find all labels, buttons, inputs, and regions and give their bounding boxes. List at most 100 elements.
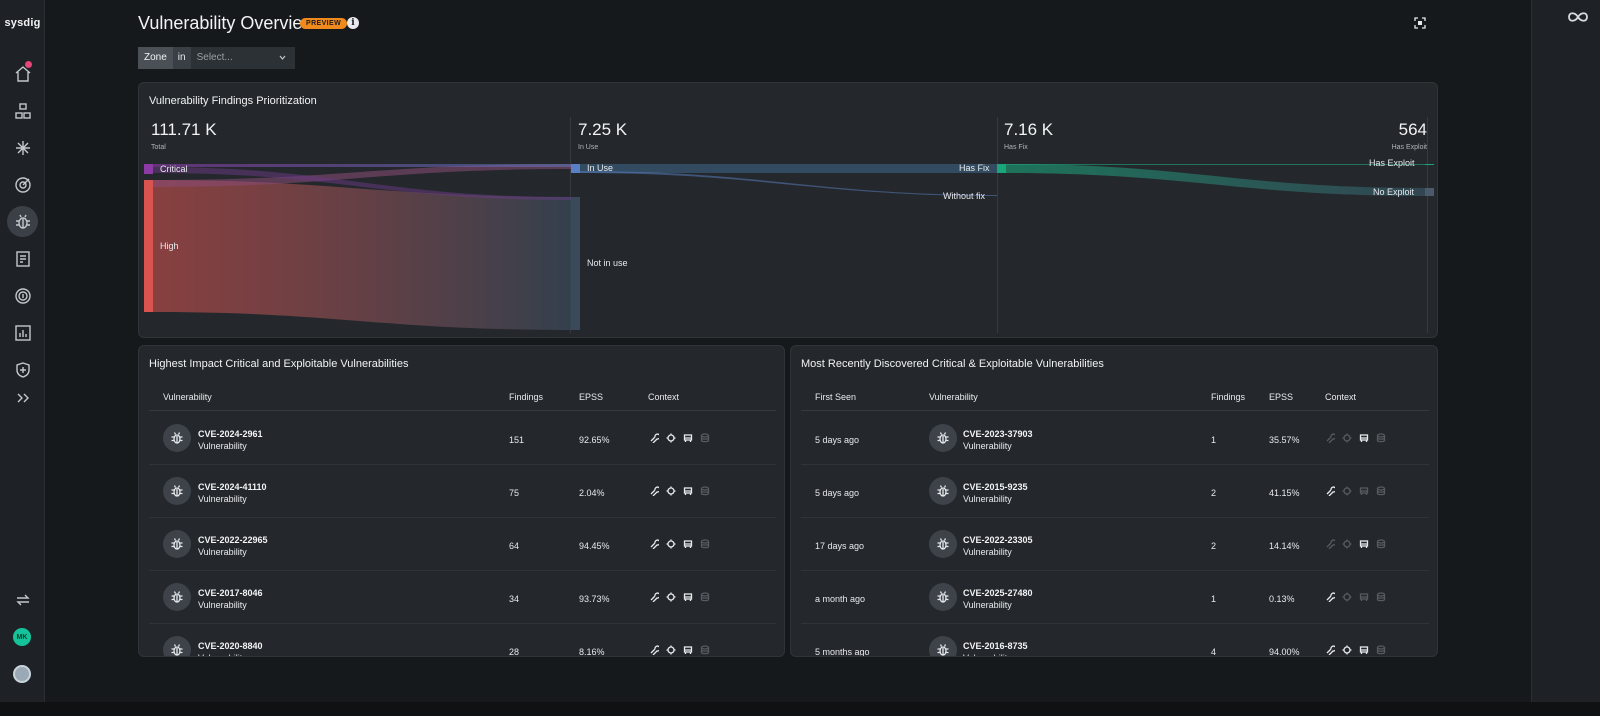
vehicle-icon[interactable] xyxy=(683,645,693,655)
identity-icon[interactable] xyxy=(7,280,38,311)
crosshair-icon[interactable] xyxy=(666,433,676,443)
cve-id[interactable]: CVE-2022-23305 xyxy=(963,535,1033,545)
wrench-icon[interactable] xyxy=(1325,645,1335,655)
crosshair-icon[interactable] xyxy=(1342,645,1352,655)
cve-id[interactable]: CVE-2017-8046 xyxy=(198,588,263,598)
database-icon[interactable] xyxy=(1376,645,1386,655)
wrench-icon[interactable] xyxy=(1325,539,1335,549)
table-row[interactable]: CVE-2017-8046 Vulnerability 34 93.73% xyxy=(149,571,776,624)
vehicle-icon[interactable] xyxy=(683,486,693,496)
user-avatar[interactable]: MK xyxy=(13,628,31,646)
wrench-icon[interactable] xyxy=(1325,592,1335,602)
wrench-icon[interactable] xyxy=(649,592,659,602)
vehicle-icon[interactable] xyxy=(1359,433,1369,443)
crosshair-icon[interactable] xyxy=(666,539,676,549)
node-in-use[interactable] xyxy=(571,164,580,173)
posture-icon[interactable] xyxy=(7,169,38,200)
zone-operator[interactable]: in xyxy=(172,47,191,69)
cve-id[interactable]: CVE-2022-22965 xyxy=(198,535,268,545)
column-header[interactable]: Findings xyxy=(509,392,544,402)
crosshair-icon[interactable] xyxy=(1342,592,1352,602)
expand-sidebar-icon[interactable] xyxy=(7,382,38,413)
column-header[interactable]: First Seen xyxy=(815,392,857,402)
node-not-in-use[interactable] xyxy=(571,197,580,330)
infinity-icon[interactable] xyxy=(1566,7,1590,27)
database-icon[interactable] xyxy=(700,592,710,602)
table-row[interactable]: 5 days ago CVE-2023-37903 Vulnerability … xyxy=(801,412,1429,465)
vehicle-icon[interactable] xyxy=(683,433,693,443)
cve-id[interactable]: CVE-2023-37903 xyxy=(963,429,1033,439)
vehicle-icon[interactable] xyxy=(683,592,693,602)
cve-id[interactable]: CVE-2024-2961 xyxy=(198,429,263,439)
reports-icon[interactable] xyxy=(7,243,38,274)
info-icon[interactable]: i xyxy=(347,17,359,29)
cve-id[interactable]: CVE-2020-8840 xyxy=(198,641,263,651)
column-header[interactable]: Context xyxy=(1325,392,1357,402)
vehicle-icon[interactable] xyxy=(1359,486,1369,496)
table-row[interactable]: 5 months ago CVE-2016-8735 Vulnerability… xyxy=(801,624,1429,656)
policies-shield-icon[interactable] xyxy=(7,354,38,385)
wrench-icon[interactable] xyxy=(1325,433,1335,443)
database-icon[interactable] xyxy=(700,486,710,496)
node-has-exploit[interactable] xyxy=(1425,164,1434,165)
column-header[interactable]: EPSS xyxy=(579,392,604,402)
vehicle-icon[interactable] xyxy=(683,539,693,549)
wrench-icon[interactable] xyxy=(1325,486,1335,496)
table-row[interactable]: 17 days ago CVE-2022-23305 Vulnerability… xyxy=(801,518,1429,571)
wrench-icon[interactable] xyxy=(649,539,659,549)
database-icon[interactable] xyxy=(1376,539,1386,549)
context-icons xyxy=(649,539,710,549)
table-row[interactable]: 5 days ago CVE-2015-9235 Vulnerability 2… xyxy=(801,465,1429,518)
flow-high-not-in-use xyxy=(153,180,571,330)
table-row[interactable]: CVE-2024-2961 Vulnerability 151 92.65% xyxy=(149,412,776,465)
crosshair-icon[interactable] xyxy=(1342,486,1352,496)
home-icon[interactable] xyxy=(7,58,38,89)
crosshair-icon[interactable] xyxy=(666,486,676,496)
wrench-icon[interactable] xyxy=(649,645,659,655)
switch-icon[interactable] xyxy=(7,584,38,615)
zone-filter[interactable]: Zone in Select... xyxy=(138,47,295,69)
node-high[interactable] xyxy=(144,180,153,312)
cve-id[interactable]: CVE-2024-41110 xyxy=(198,482,267,492)
fullscreen-icon[interactable] xyxy=(1414,17,1426,29)
column-header[interactable]: Context xyxy=(648,392,680,402)
crosshair-icon[interactable] xyxy=(1342,539,1352,549)
column-header[interactable]: Vulnerability xyxy=(929,392,978,402)
crosshair-icon[interactable] xyxy=(1342,433,1352,443)
node-label-has-exploit: Has Exploit xyxy=(1369,158,1415,168)
node-critical[interactable] xyxy=(144,164,153,174)
table-row[interactable]: CVE-2024-41110 Vulnerability 75 2.04% xyxy=(149,465,776,518)
org-avatar[interactable] xyxy=(13,665,31,683)
cve-id[interactable]: CVE-2016-8735 xyxy=(963,641,1028,651)
vehicle-icon[interactable] xyxy=(1359,592,1369,602)
column-header[interactable]: Findings xyxy=(1211,392,1246,402)
column-header[interactable]: Vulnerability xyxy=(163,392,212,402)
table-row[interactable]: CVE-2020-8840 Vulnerability 28 8.16% xyxy=(149,624,776,656)
database-icon[interactable] xyxy=(1376,486,1386,496)
epss-score: 94.45% xyxy=(579,541,610,551)
wrench-icon[interactable] xyxy=(649,433,659,443)
column-header[interactable]: EPSS xyxy=(1269,392,1294,402)
crosshair-icon[interactable] xyxy=(666,592,676,602)
cve-id[interactable]: CVE-2025-27480 xyxy=(963,588,1033,598)
analytics-icon[interactable] xyxy=(7,317,38,348)
node-no-exploit[interactable] xyxy=(1425,188,1434,196)
vulnerabilities-icon[interactable] xyxy=(7,206,38,237)
node-has-fix[interactable] xyxy=(997,164,1006,173)
crosshair-icon[interactable] xyxy=(666,645,676,655)
database-icon[interactable] xyxy=(700,433,710,443)
table-row[interactable]: a month ago CVE-2025-27480 Vulnerability… xyxy=(801,571,1429,624)
database-icon[interactable] xyxy=(700,645,710,655)
inventory-icon[interactable] xyxy=(7,95,38,126)
vehicle-icon[interactable] xyxy=(1359,539,1369,549)
wrench-icon[interactable] xyxy=(649,486,659,496)
vehicle-icon[interactable] xyxy=(1359,645,1369,655)
table-row[interactable]: CVE-2022-22965 Vulnerability 64 94.45% xyxy=(149,518,776,571)
sysdig-logo[interactable]: sysdig xyxy=(4,17,41,29)
threats-icon[interactable] xyxy=(7,132,38,163)
cve-id[interactable]: CVE-2015-9235 xyxy=(963,482,1028,492)
database-icon[interactable] xyxy=(1376,592,1386,602)
database-icon[interactable] xyxy=(1376,433,1386,443)
zone-select[interactable]: Select... xyxy=(190,47,295,69)
database-icon[interactable] xyxy=(700,539,710,549)
